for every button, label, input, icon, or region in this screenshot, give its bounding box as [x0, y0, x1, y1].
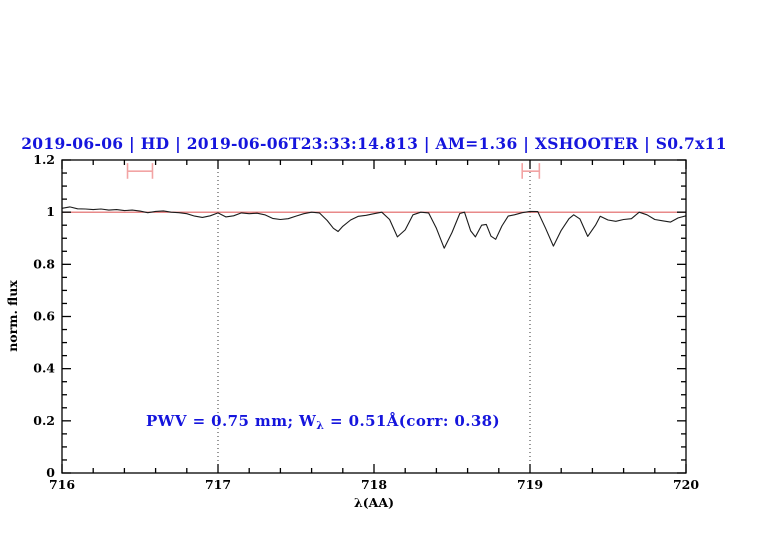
pwv-annotation: PWV = 0.75 mm; Wλ = 0.51Å(corr: 0.38) [146, 412, 500, 432]
plot-area: 716 717 718 719 720 0 0.2 0.4 0.6 0.8 1 1.2 [33, 152, 699, 492]
y-tick-label: 0.6 [33, 309, 55, 324]
y-tick-label: 0.8 [33, 256, 55, 271]
y-tick-label: 1 [46, 204, 55, 219]
x-tick-label: 720 [673, 477, 699, 492]
pwv-annotation-subscript: λ [316, 419, 324, 432]
y-tick-label: 1.2 [33, 152, 55, 167]
pwv-annotation-part2: = 0.51Å(corr: 0.38) [324, 412, 500, 430]
y-tick-label: 0.4 [33, 361, 55, 376]
y-axis-label: norm. flux [5, 280, 20, 352]
x-tick-label: 718 [361, 477, 387, 492]
spectrum-line [61, 206, 687, 249]
x-axis-label: λ(AA) [354, 495, 394, 510]
x-tick-label: 719 [517, 477, 543, 492]
x-tick-label: 716 [49, 477, 75, 492]
x-tick-label: 717 [205, 477, 231, 492]
pwv-annotation-part1: PWV = 0.75 mm; W [146, 412, 317, 430]
plot-title: 2019-06-06 | HD | 2019-06-06T23:33:14.81… [21, 134, 727, 153]
y-tick-label: 0.2 [33, 413, 55, 428]
y-tick-label: 0 [46, 465, 55, 480]
